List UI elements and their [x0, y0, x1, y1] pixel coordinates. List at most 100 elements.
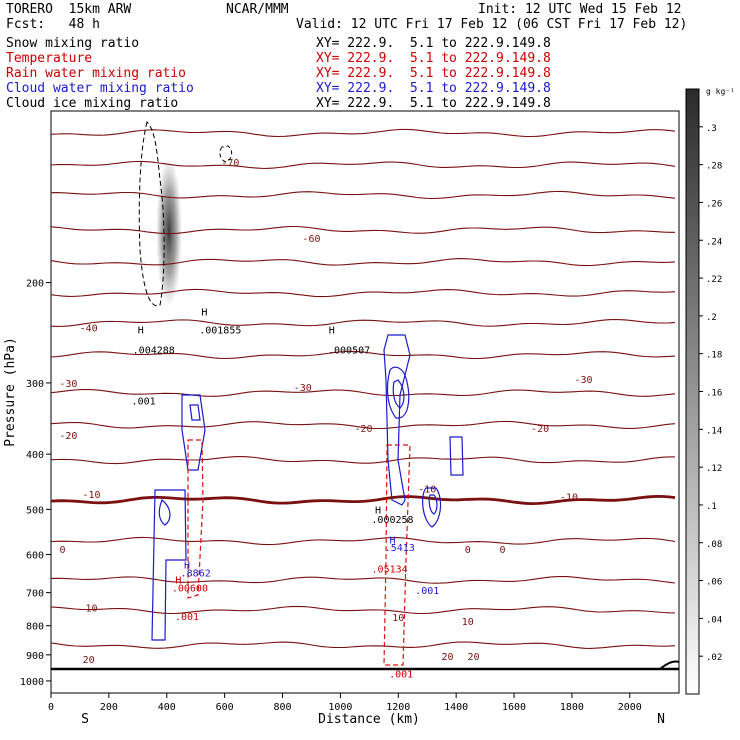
x-tick-label: 400 [158, 702, 176, 713]
temperature-contours: -70 -60 -40 -30 -30 -30 -20 -20 -20 -10 -10 -10 0 0 0 1… [50, 128, 676, 666]
field-maximum-label: .001 [132, 396, 156, 407]
cloud-water-contour-west-upper [181, 394, 206, 471]
field-maximum-label: .8862 [181, 568, 211, 579]
init-time: Init: 12 UTC Wed 15 Feb 12 [478, 2, 682, 17]
x-tick-label: 200 [100, 702, 118, 713]
cloud-water-contour-east-core-1 [386, 366, 410, 419]
rain-contour-west [187, 439, 204, 599]
isotherm-label: 10 [85, 603, 97, 614]
isotherm-contour [50, 225, 675, 235]
field-maximum-label: H [184, 561, 190, 572]
isotherm-label: -10 [82, 490, 100, 501]
x-axis-label: Distance (km) [318, 712, 420, 727]
model-title: TORERO 15km ARW [6, 2, 132, 17]
field-maximum-label: H [389, 536, 395, 547]
south-label: S [81, 712, 89, 727]
y-tick-label: 400 [26, 450, 44, 461]
y-tick-label: 800 [26, 622, 44, 633]
field-xy-rain: XY= 222.9. 5.1 to 222.9.149.8 [316, 66, 551, 81]
field-maximum-label: .001855 [199, 326, 241, 337]
isotherm-label: 0 [60, 545, 66, 556]
x-tick-label: 2000 [618, 702, 642, 713]
y-tick-label: 700 [26, 589, 44, 600]
isotherm-contour [50, 575, 676, 584]
y-tick-label: 300 [26, 379, 44, 390]
field-maximum-label: .000258 [371, 515, 413, 526]
isotherm-label: -30 [59, 379, 77, 390]
field-maximum-label: H [375, 505, 381, 516]
field-xy-snow: XY= 222.9. 5.1 to 222.9.149.8 [316, 36, 551, 51]
colorbar-tick-label: .2 [706, 313, 717, 323]
cloud-water-contour-west-core [189, 404, 201, 421]
isotherm-contour [50, 388, 676, 397]
plot-border [50, 110, 680, 694]
field-name-rain: Rain water mixing ratio [6, 66, 187, 81]
colorbar: g kg⁻¹ .02 .04 .06 .08 .1 .12 .14 .16 .18 .2 .22 .2… [685, 87, 735, 695]
colorbar-tick-label: .22 [706, 275, 722, 285]
field-maximum-label: H [175, 576, 181, 587]
colorbar-tick-label: .24 [706, 237, 722, 247]
cloud-water-contour-east-core-2 [392, 379, 405, 409]
axes: 0 200 400 600 800 1000 1200 1400 1600 1800 2000200… [20, 279, 642, 713]
isotherm-label: -30 [294, 383, 312, 394]
colorbar-tick-label: .06 [706, 578, 722, 588]
rain-contour-east [383, 444, 411, 666]
isotherm-label: 20 [441, 652, 453, 663]
field-maximum-label: .001 [389, 669, 413, 680]
isotherm-contour [50, 318, 676, 327]
y-tick-label: 1000 [20, 677, 44, 688]
colorbar-tick-label: .1 [706, 502, 717, 512]
isotherm-contour [50, 420, 676, 430]
cloud-water-contour-east-cell-2 [422, 487, 442, 528]
north-label: N [657, 712, 665, 727]
field-maximum-label: .00600 [172, 583, 208, 594]
field-maximum-label: .5413 [385, 543, 415, 554]
field-name-cloud-water: Cloud water mixing ratio [6, 81, 194, 96]
isotherm-label: -10 [560, 493, 578, 504]
colorbar-tick-label: .04 [706, 615, 722, 625]
x-tick-label: 1800 [560, 702, 584, 713]
x-tick-label: 1400 [444, 702, 468, 713]
field-xy-temperature: XY= 222.9. 5.1 to 222.9.149.8 [316, 51, 551, 66]
x-tick-label: 1000 [328, 702, 352, 713]
snow-shading [156, 157, 182, 307]
colorbar-tick-label: .26 [706, 199, 722, 209]
cloud-ice-contour-2 [219, 145, 233, 163]
isotherm-label: 20 [83, 655, 95, 666]
colorbar-tick-label: .02 [706, 653, 722, 663]
cloud-water-contour-west-small [158, 499, 171, 526]
cloud-water-contour-west-lower [151, 489, 187, 641]
isotherm-contour [50, 641, 676, 649]
isotherm-contour [50, 258, 676, 267]
isotherm-label: 0 [465, 545, 471, 556]
isotherm-contour [50, 456, 675, 465]
y-axis-label: Pressure (hPa) [3, 337, 18, 447]
isotherm-label: -60 [302, 234, 320, 245]
field-maximum-label: .004288 [133, 345, 175, 356]
field-maximum-label: .001 [175, 612, 199, 623]
field-maximum-label: H [329, 326, 335, 337]
isotherm-label: -40 [80, 324, 98, 335]
y-tick-label: 900 [26, 651, 44, 662]
colorbar-tick-label: .28 [706, 162, 722, 172]
isotherm-label: 10 [462, 617, 474, 628]
colorbar-tick-label: .16 [706, 389, 722, 399]
isotherm-contour [50, 160, 676, 169]
field-maximum-label: H [138, 326, 144, 337]
colorbar-tick-label: .18 [706, 351, 722, 361]
isotherm-label: -70 [221, 158, 239, 169]
isotherm-label: 0 [499, 545, 505, 556]
colorbar-tick-label: .14 [706, 426, 722, 436]
y-tick-label: 200 [26, 279, 44, 290]
valid-time: Valid: 12 UTC Fri 17 Feb 12 (06 CST Fri … [296, 17, 688, 32]
x-tick-label: 1200 [386, 702, 410, 713]
cloud-ice-contour-1 [138, 121, 165, 307]
isotherm-contour [50, 350, 676, 360]
isotherm-contour [50, 190, 676, 200]
x-tick-label: 600 [216, 702, 234, 713]
isotherm-label: -20 [59, 431, 77, 442]
plot-frame [50, 110, 680, 694]
y-tick-label: 500 [26, 505, 44, 516]
field-maximum-label: .001 [415, 586, 439, 597]
colorbar-gradient [685, 88, 700, 695]
